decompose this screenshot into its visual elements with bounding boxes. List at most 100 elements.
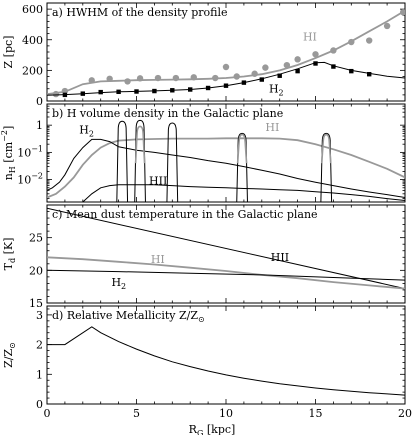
y-tick-label: 0: [36, 95, 43, 108]
x-tick-label: 20: [398, 407, 412, 420]
panel-title: b) H volume density in the Galactic plan…: [52, 107, 283, 120]
series-line-hi: [47, 9, 405, 95]
y-tick-label: 400: [22, 34, 43, 47]
y-tick-label: 3: [36, 309, 43, 322]
data-point-h2-obs: [277, 73, 282, 78]
y-axis-label: Z [pc]: [2, 36, 15, 69]
x-tick-label: 0: [44, 407, 51, 420]
data-point-h2-obs: [205, 85, 211, 91]
series-line-h2: [47, 61, 405, 96]
plot-area: [47, 207, 405, 290]
data-point-hi-obs: [136, 75, 144, 82]
y-tick-label: 1: [36, 368, 43, 381]
data-point-hi-obs: [222, 63, 230, 71]
series-line-hi: [47, 256, 405, 290]
data-point-h2-obs: [116, 89, 121, 95]
series-label: HI: [303, 31, 317, 44]
arm-peak: [134, 119, 146, 202]
data-point-hi-obs: [251, 70, 258, 77]
arm-peak-hi: [134, 125, 146, 164]
data-point-hi-obs: [383, 22, 391, 30]
plot-area: [47, 326, 405, 396]
x-tick-label: 10: [219, 407, 233, 420]
data-point-hi-obs: [312, 51, 319, 58]
data-point-h2-obs: [241, 80, 247, 85]
y-tick-label: 200: [22, 64, 43, 77]
y-tick-label: 2: [36, 339, 43, 352]
data-point-hi-obs: [154, 74, 162, 82]
arm-peak: [166, 122, 179, 202]
data-point-hi-obs: [400, 8, 405, 16]
y-axis-label: Td [K]: [2, 238, 17, 271]
data-point-hi-obs: [61, 87, 69, 95]
arm-peak: [116, 120, 129, 202]
series-line-hii: [82, 184, 405, 202]
y-tick-label: 15: [29, 297, 43, 310]
data-point-hi-obs: [106, 75, 113, 82]
series-line-h2: [47, 269, 405, 281]
data-point-h2-obs: [259, 77, 264, 82]
data-point-hi-obs: [190, 74, 197, 81]
data-point-h2-obs: [188, 87, 193, 92]
series-label: H2: [269, 83, 284, 98]
data-point-hi-obs: [348, 38, 355, 46]
x-axis-label: RG [kpc]: [189, 423, 236, 435]
x-tick-label: 15: [309, 407, 323, 420]
panel-c: 15 20 25 Td [K] c) Mean dust temperature in …: [2, 204, 406, 310]
series-label: HII: [149, 175, 167, 188]
y-tick-label: 0: [36, 398, 43, 411]
plot-area: [47, 8, 405, 98]
data-point-hi-obs: [330, 47, 337, 54]
arm-peak: [320, 132, 333, 202]
data-point-h2-obs: [62, 92, 68, 98]
y-tick-label: 600: [22, 3, 43, 16]
data-point-hi-obs: [262, 64, 269, 71]
series-label: HII: [271, 251, 289, 264]
data-point-h2-obs: [170, 88, 175, 93]
x-tick-label: 5: [133, 407, 140, 420]
series-label: HI: [265, 121, 279, 134]
data-point-hi-obs: [212, 74, 219, 82]
plot-area: [47, 119, 405, 202]
data-point-hi-obs: [294, 56, 301, 63]
data-point-hi-obs: [88, 77, 95, 84]
data-point-h2-obs: [367, 72, 372, 77]
series-line-h2: [47, 138, 405, 198]
panel-title: d) Relative Metallicity Z/Z⊙: [52, 309, 205, 324]
y-tick-label: 25: [29, 232, 43, 245]
series-line-hi: [47, 137, 405, 199]
y-tick-label: 10−2: [17, 172, 43, 187]
y-axis-label: Z/Z⊙: [2, 342, 17, 368]
y-axis-label: nH [cm−2]: [0, 126, 17, 181]
data-point-hi-obs: [233, 73, 240, 80]
data-point-hi-obs: [366, 37, 373, 44]
data-point-h2-obs: [223, 83, 229, 88]
data-point-h2-obs: [295, 68, 300, 74]
arm-peak-hi: [236, 133, 248, 164]
arm-peak: [236, 132, 248, 202]
series-label: H2: [79, 123, 94, 138]
data-point-h2-obs: [134, 89, 139, 94]
data-point-h2-obs: [349, 68, 354, 74]
data-point-h2-obs: [152, 88, 157, 94]
panel-a: 0 200 400 600 Z [pc] a) HWHM of the density p…: [2, 2, 406, 108]
series-label: HI: [151, 253, 165, 266]
data-point-hi-obs: [52, 90, 60, 98]
series-line-metallicity: [47, 326, 405, 396]
panel-title: c) Mean dust temperature in the Galactic…: [52, 208, 318, 221]
arm-peak-hi: [320, 133, 332, 164]
series-line-hii: [47, 207, 405, 290]
series-label: H2: [111, 276, 126, 291]
data-point-h2-obs: [80, 91, 85, 96]
data-point-hi-obs: [124, 78, 131, 85]
data-point-hi-obs: [283, 61, 291, 69]
panel-title: a) HWHM of the density profile: [52, 6, 228, 19]
data-point-hi-obs: [172, 74, 180, 82]
y-tick-label: 1: [36, 119, 43, 132]
panel-d: 0 1 2 3 0 5 10 15 20 RG [kpc] Z/Z⊙ d) Relative Meta…: [2, 305, 412, 438]
y-tick-label: 20: [29, 264, 43, 277]
y-tick-label: 10−1: [17, 144, 43, 159]
panel-b: 10−2 10−1 1 nH [cm−2] b) H volume density in…: [0, 103, 406, 203]
